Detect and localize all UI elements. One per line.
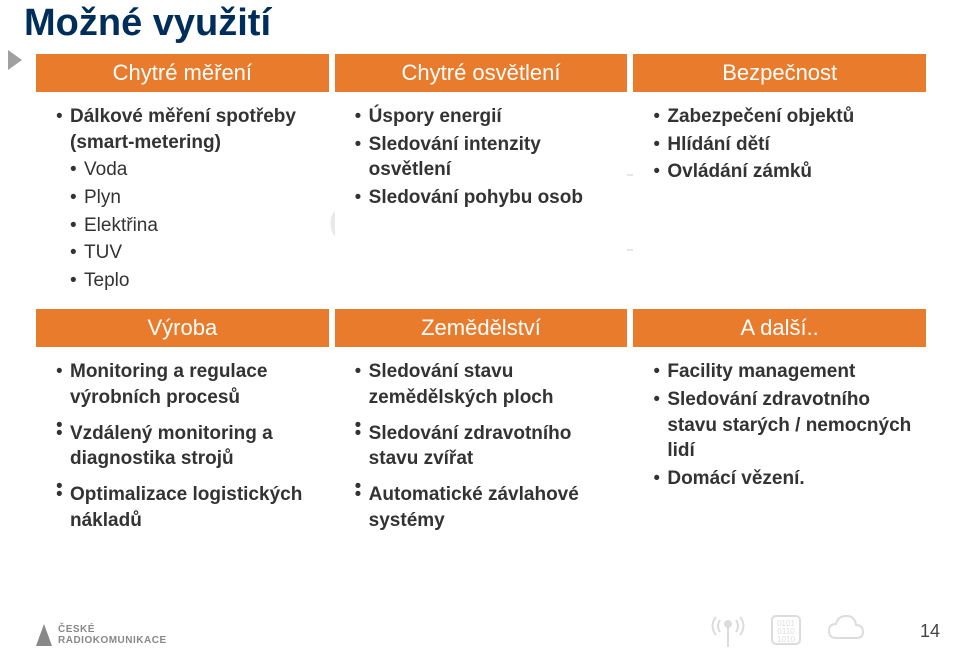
list-item: Domácí vězení. <box>653 466 918 492</box>
item-text: Optimalizace logistických nákladů <box>70 484 302 531</box>
list-item: Dálkové měření spotřeby (smart-metering) <box>56 104 321 155</box>
cell-security: Zabezpečení objektů Hlídání dětí Ovládání … <box>633 92 926 309</box>
item-text: Domácí vězení. <box>667 468 804 489</box>
list-item: Facility management <box>653 359 918 385</box>
tower-icon <box>36 624 52 646</box>
page-number: 14 <box>920 621 940 642</box>
list-item: Vzdálený monitoring a diagnostika strojů <box>56 421 321 472</box>
footer-brand: ČESKÉ RADIOKOMUNIKACE <box>36 624 167 646</box>
list-item: Automatické závlahové systémy <box>355 482 620 533</box>
list-item: Sledování zdravotního stavu zvířat <box>355 421 620 472</box>
list-item: Hlídání dětí <box>653 132 918 158</box>
item-text: Hlídání dětí <box>667 134 769 155</box>
col-header: Chytré osvětlení <box>335 54 628 92</box>
list-item: Optimalizace logistických nákladů <box>56 482 321 533</box>
list-item: Sledování intenzity osvětlení <box>355 132 620 183</box>
footer-icon-row: 0101 0110 1010 <box>708 610 864 650</box>
list-item: Monitoring a regulace výrobních procesů <box>56 359 321 410</box>
col-header: Výroba <box>36 309 329 347</box>
col-header: Zemědělství <box>335 309 628 347</box>
cell-metering: Dálkové měření spotřeby (smart-metering)… <box>36 92 329 309</box>
item-text: Facility management <box>667 361 855 382</box>
cell-other: Facility management Sledování zdravotního… <box>633 347 926 567</box>
list-item: Voda <box>56 157 321 183</box>
spacer <box>56 474 321 482</box>
brand-line2: RADIOKOMUNIKACE <box>58 635 167 646</box>
item-text: Úspory energií <box>369 106 502 127</box>
col-header: A další.. <box>633 309 926 347</box>
list-item: Úspory energií <box>355 104 620 130</box>
antenna-icon <box>708 610 748 650</box>
list-item: Teplo <box>56 268 321 294</box>
cell-production: Monitoring a regulace výrobních procesů V… <box>36 347 329 567</box>
item-text: Monitoring a regulace výrobních procesů <box>70 361 267 408</box>
list-item: Plyn <box>56 185 321 211</box>
list-item: Sledování stavu zemědělských ploch <box>355 359 620 410</box>
header-row-1: Chytré měření Chytré osvětlení Bezpečnos… <box>36 54 926 92</box>
content-row-1: Dálkové měření spotřeby (smart-metering)… <box>36 92 926 309</box>
item-text: Sledování zdravotního stavu zvířat <box>369 423 572 470</box>
spacer <box>355 413 620 421</box>
list-item: TUV <box>56 240 321 266</box>
item-text: Sledování stavu zemědělských ploch <box>369 361 554 408</box>
item-text: Vzdálený monitoring a diagnostika strojů <box>70 423 273 470</box>
item-text: Sledování intenzity osvětlení <box>369 134 541 181</box>
spacer <box>56 413 321 421</box>
list-item: Elektřina <box>56 213 321 239</box>
footer-brand-text: ČESKÉ RADIOKOMUNIKACE <box>58 624 167 646</box>
svg-text:1010: 1010 <box>777 635 795 644</box>
cloud-icon <box>824 610 864 650</box>
slide-marker <box>8 50 22 70</box>
list-item: Sledování zdravotního stavu starých / ne… <box>653 387 918 464</box>
content-row-2: Monitoring a regulace výrobních procesů V… <box>36 347 926 567</box>
item-text: Ovládání zámků <box>667 161 812 182</box>
item-text: Dálkové měření spotřeby (smart-metering) <box>70 106 296 153</box>
list-item: Sledování pohybu osob <box>355 185 620 211</box>
item-text: Sledování pohybu osob <box>369 187 583 208</box>
item-text: Sledování zdravotního stavu starých / ne… <box>667 389 911 461</box>
list-item: Ovládání zámků <box>653 159 918 185</box>
spacer <box>355 474 620 482</box>
cell-agriculture: Sledování stavu zemědělských ploch Sledov… <box>335 347 628 567</box>
use-case-grid: Chytré měření Chytré osvětlení Bezpečnos… <box>36 54 926 567</box>
list-item: Zabezpečení objektů <box>653 104 918 130</box>
header-row-2: Výroba Zemědělství A další.. <box>36 309 926 347</box>
col-header: Bezpečnost <box>633 54 926 92</box>
binary-chip-icon: 0101 0110 1010 <box>766 610 806 650</box>
brand-line1: ČESKÉ <box>58 624 167 635</box>
cell-lighting: Úspory energií Sledování intenzity osvětl… <box>335 92 628 309</box>
page-title: Možné využití <box>24 2 271 45</box>
item-text: Zabezpečení objektů <box>667 106 854 127</box>
col-header: Chytré měření <box>36 54 329 92</box>
item-text: Automatické závlahové systémy <box>369 484 579 531</box>
